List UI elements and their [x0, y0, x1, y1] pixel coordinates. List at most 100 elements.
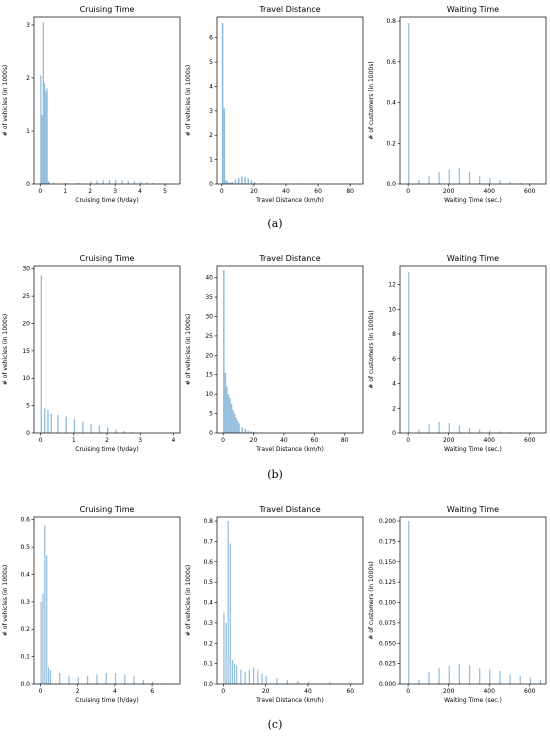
x-tick-label: 0 [38, 188, 42, 195]
histogram-bar [439, 172, 440, 184]
histogram-bar [247, 179, 249, 184]
histogram-bar [43, 22, 44, 184]
plot-area-frame [217, 517, 363, 684]
plot-area-frame [217, 266, 363, 433]
chart-title: Waiting Time [447, 5, 499, 14]
x-tick-label: 0 [406, 688, 410, 695]
histogram-bar [297, 681, 298, 684]
x-tick-label: 4 [113, 688, 117, 695]
histogram-bar [234, 414, 236, 433]
histogram-bar [253, 668, 254, 684]
histogram-bar [418, 680, 419, 684]
y-tick-label: 0.1 [203, 661, 213, 668]
x-axis-label: Cruising time (h/day) [75, 697, 138, 704]
y-tick-label: 5 [26, 403, 30, 410]
subfigure-label-a: (a) [0, 217, 550, 230]
x-tick-label: 80 [346, 188, 354, 195]
chart-title: Cruising Time [80, 5, 135, 14]
histogram-bar [408, 272, 409, 433]
y-tick-label: 0.0 [20, 681, 30, 688]
x-axis-label: Cruising time (h/day) [75, 446, 138, 453]
y-tick-label: 0 [209, 430, 213, 437]
y-tick-label: 25 [22, 293, 30, 300]
y-axis-label: # of vehicles (in 1000s) [185, 565, 192, 636]
y-tick-label: 0.100 [379, 600, 396, 607]
histogram-bar [489, 178, 490, 184]
y-tick-label: 6 [392, 356, 396, 363]
y-tick-label: 0 [26, 430, 30, 437]
y-tick-label: 30 [22, 266, 30, 273]
histogram-bar [59, 673, 60, 684]
y-tick-label: 20 [22, 320, 30, 327]
x-tick-label: 200 [443, 688, 455, 695]
x-tick-label: 40 [280, 437, 288, 444]
y-axis-label: # of vehicles (in 1000s) [2, 314, 9, 385]
chart-title: Travel Distance [258, 505, 320, 514]
y-tick-label: 0 [209, 181, 213, 188]
y-tick-label: 10 [205, 391, 213, 398]
y-axis-label: # of customers (in 1000s) [368, 561, 375, 639]
subfigure-label-c: (c) [0, 718, 550, 731]
y-axis-label: # of vehicles (in 1000s) [2, 65, 9, 136]
x-tick-label: 3 [113, 188, 117, 195]
y-tick-label: 0.4 [386, 100, 396, 107]
histogram-bar [232, 660, 233, 684]
histogram-bar [42, 594, 43, 684]
histogram-bar [225, 180, 227, 184]
histogram-bar [226, 386, 228, 433]
histogram-bar [225, 623, 226, 684]
subfigure-label-b: (b) [0, 468, 550, 481]
y-tick-label: 10 [22, 375, 30, 382]
y-tick-label: 0.025 [379, 661, 396, 668]
y-tick-label: 3 [26, 22, 30, 29]
histogram-bar [479, 668, 480, 684]
histogram-bar [223, 613, 224, 684]
y-tick-label: 0.6 [20, 517, 30, 524]
y-tick-label: 10 [388, 306, 396, 313]
histogram-bar [225, 373, 227, 433]
y-tick-label: 0.050 [379, 640, 396, 647]
x-tick-label: 0 [406, 437, 410, 444]
y-tick-label: 0.5 [203, 579, 213, 586]
histogram-bar [48, 668, 49, 684]
histogram-bar [66, 417, 67, 433]
y-tick-label: 0.2 [386, 140, 396, 147]
y-tick-label: 4 [392, 381, 396, 388]
y-tick-label: 0.000 [379, 681, 396, 688]
x-tick-label: 200 [443, 188, 455, 195]
x-tick-label: 4 [138, 188, 142, 195]
histogram-bar [439, 668, 440, 684]
x-tick-label: 0 [406, 188, 410, 195]
histogram-bar [99, 426, 100, 433]
chart-title: Travel Distance [258, 5, 320, 14]
histogram-bar [121, 180, 122, 184]
histogram-bar [449, 423, 450, 433]
histogram-bar [227, 182, 229, 184]
histogram-bar [459, 664, 460, 684]
histogram-bar [257, 670, 258, 684]
histogram-bar [510, 674, 511, 684]
histogram-bar [87, 676, 88, 684]
y-tick-label: 0.1 [20, 654, 30, 661]
chart-title: Waiting Time [447, 254, 499, 263]
x-tick-label: 40 [282, 188, 290, 195]
y-tick-label: 0 [392, 430, 396, 437]
histogram-bar [115, 430, 116, 433]
histogram-bar [244, 177, 246, 184]
y-tick-label: 35 [205, 294, 213, 301]
y-tick-label: 0.8 [386, 18, 396, 25]
histogram-bar [276, 678, 277, 684]
y-axis-label: # of customers (in 1000s) [368, 310, 375, 388]
histogram-bar [47, 410, 48, 433]
histogram-bar [499, 180, 500, 184]
x-axis-label: Waiting Time (sec.) [444, 697, 502, 704]
plot-area-frame [400, 266, 546, 433]
